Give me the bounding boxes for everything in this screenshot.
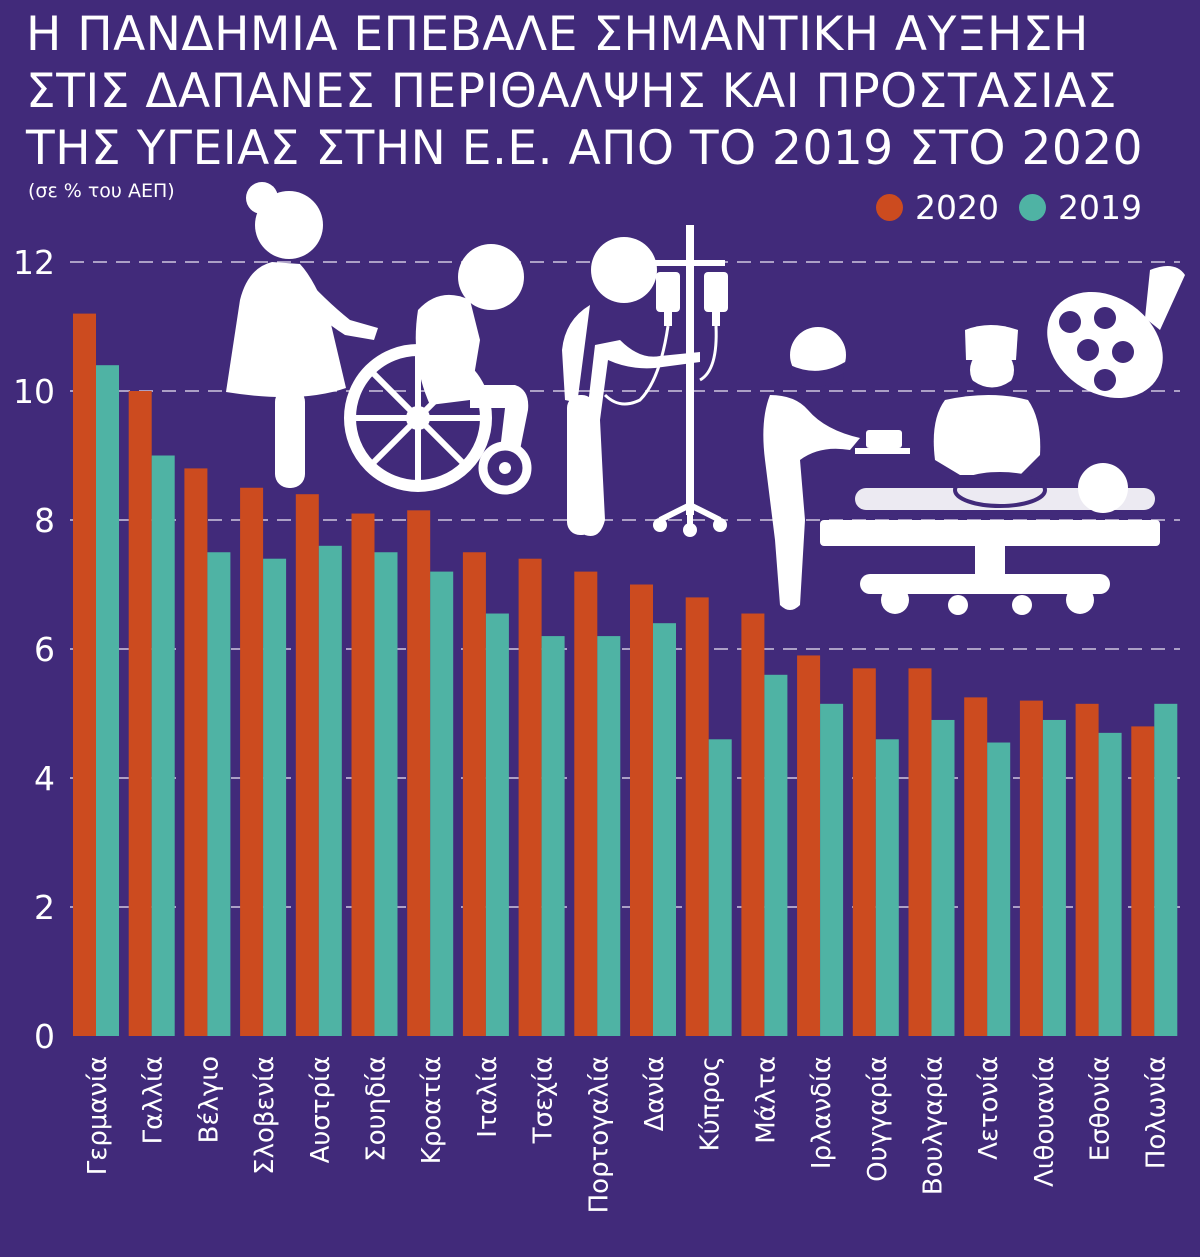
bar-2020 — [741, 613, 765, 1036]
y-tick-label: 4 — [34, 759, 55, 798]
nurse-with-wheelchair-icon — [226, 182, 532, 495]
patient-with-iv-drip-icon — [562, 225, 728, 537]
x-tick-label: Σουηδία — [362, 1056, 392, 1162]
bar-2020 — [1075, 703, 1099, 1036]
bar-2020 — [1019, 700, 1043, 1036]
bar-2019 — [430, 571, 454, 1036]
x-tick-label: Πορτογαλία — [584, 1056, 614, 1213]
bar-2020 — [407, 510, 431, 1036]
legend-item-2020: 2020 — [876, 188, 999, 227]
bar-2019 — [485, 613, 509, 1036]
bar-2019 — [96, 365, 119, 1036]
bar-2020 — [964, 697, 988, 1036]
bar-2019 — [653, 623, 676, 1036]
surgical-lamp-icon — [1047, 266, 1185, 399]
legend: 2020 2019 — [876, 188, 1162, 227]
surgeons-operating-icon — [763, 325, 1160, 615]
x-tick-label: Γαλλία — [139, 1056, 169, 1144]
bar-2020 — [240, 487, 264, 1036]
bar-2019 — [764, 674, 788, 1036]
x-tick-label: Τσεχία — [529, 1056, 559, 1144]
x-tick-label: Λετονία — [974, 1056, 1004, 1160]
bar-2020 — [518, 558, 542, 1036]
chart-title: Η ΠΑΝΔΗΜΙΑ ΕΠΕΒΑΛΕ ΣΗΜΑΝΤΙΚΗ ΑΥΞΗΣΗ ΣΤΙΣ… — [26, 7, 1144, 176]
legend-label-2020: 2020 — [915, 188, 999, 227]
x-axis: Γερμανία Γαλλία Βέλγιο Σλοβενία Αυστρία Σουηδ… — [83, 1056, 1171, 1213]
bar-2019 — [151, 455, 175, 1036]
bar-2020 — [1131, 726, 1155, 1036]
bar-2019 — [1098, 732, 1122, 1036]
y-tick-label: 8 — [34, 501, 55, 540]
bar-2020 — [462, 552, 486, 1036]
bar-2019 — [820, 703, 844, 1036]
y-axis: 0 2 4 6 8 10 12 — [13, 243, 55, 1056]
x-tick-label: Λιθουανία — [1030, 1056, 1060, 1187]
x-tick-label: Γερμανία — [83, 1056, 113, 1175]
y-tick-label: 2 — [34, 888, 55, 927]
x-tick-label: Κροατία — [417, 1056, 447, 1164]
x-tick-label: Βουλγαρία — [919, 1056, 949, 1195]
x-tick-label: Αυστρία — [306, 1056, 336, 1163]
bar-2020 — [73, 313, 96, 1037]
x-tick-label: Ουγγαρία — [863, 1056, 893, 1182]
bar-2020 — [852, 668, 876, 1036]
bar-2019 — [374, 552, 398, 1036]
bar-2020 — [295, 494, 319, 1036]
bar-2019 — [987, 742, 1011, 1036]
legend-label-2019: 2019 — [1057, 188, 1142, 227]
bar-2019 — [263, 558, 287, 1036]
bar-2019 — [1154, 703, 1178, 1036]
x-tick-label: Ιρλανδία — [807, 1056, 837, 1169]
x-tick-label: Κύπρος — [696, 1056, 726, 1151]
x-tick-label: Εσθονία — [1086, 1056, 1116, 1161]
bar-2019 — [1042, 719, 1066, 1036]
bar-2020 — [630, 584, 653, 1036]
bar-2019 — [708, 739, 732, 1036]
x-tick-label: Μάλτα — [751, 1056, 781, 1144]
y-tick-label: 10 — [13, 372, 55, 411]
x-tick-label: Δανία — [640, 1056, 670, 1131]
bar-2019 — [931, 719, 955, 1036]
legend-swatch-2020 — [876, 194, 903, 221]
bar-2020 — [574, 571, 598, 1036]
bar-2020 — [685, 597, 709, 1036]
legend-swatch-2019 — [1018, 194, 1046, 221]
bar-2020 — [797, 655, 821, 1036]
x-tick-label: Ιταλία — [473, 1056, 503, 1138]
bar-2020 — [908, 668, 932, 1036]
chart-subtitle: (σε % του ΑΕΠ) — [28, 180, 175, 202]
y-tick-label: 12 — [13, 243, 55, 282]
bar-2019 — [541, 636, 565, 1036]
x-tick-label: Βέλγιο — [194, 1056, 224, 1143]
bars — [73, 313, 1178, 1037]
bar-2020 — [184, 468, 208, 1036]
bar-2020 — [128, 391, 152, 1036]
x-tick-label: Πολωνία — [1141, 1056, 1171, 1169]
y-tick-label: 0 — [34, 1017, 55, 1056]
bar-2019 — [207, 552, 231, 1036]
legend-item-2019: 2019 — [1018, 188, 1142, 227]
y-tick-label: 6 — [34, 630, 55, 669]
x-tick-label: Σλοβενία — [250, 1056, 280, 1175]
bar-2019 — [875, 739, 899, 1036]
bar-2020 — [351, 513, 375, 1036]
bar-2019 — [597, 636, 621, 1036]
bar-2019 — [318, 545, 342, 1036]
